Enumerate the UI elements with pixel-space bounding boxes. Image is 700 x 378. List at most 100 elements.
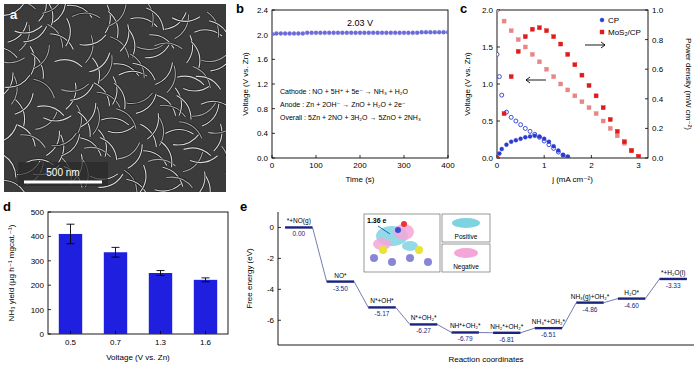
tick	[48, 260, 51, 261]
flake-shadow	[154, 43, 182, 49]
data-point	[274, 31, 278, 35]
tick	[48, 285, 51, 286]
flake-shadow	[192, 102, 216, 116]
tick	[497, 121, 500, 122]
flake	[190, 156, 218, 163]
flake	[211, 54, 226, 71]
flake-shadow	[77, 105, 82, 133]
tick-label: 100	[309, 161, 323, 170]
flake	[15, 93, 33, 114]
flake-shadow	[100, 138, 117, 160]
legend-label: CP	[608, 16, 619, 25]
atom	[370, 254, 378, 262]
sem-texture	[4, 4, 226, 192]
data-point	[349, 31, 353, 35]
energy-level	[368, 306, 395, 308]
legend-marker	[600, 18, 604, 22]
tick-label: 400	[31, 232, 45, 241]
flake-shadow	[19, 25, 30, 51]
plot-data	[59, 224, 217, 334]
error-cap	[112, 247, 120, 248]
data-point	[629, 149, 633, 153]
flake-shadow	[114, 83, 125, 109]
data-label: 0.00	[292, 230, 305, 237]
axis-title: Free energy (eV)	[245, 248, 254, 309]
flake	[20, 135, 45, 148]
plot-frame	[272, 10, 448, 158]
data-label: -3.33	[666, 282, 681, 289]
state-label: NH₂*+OH₂*	[490, 323, 524, 330]
flake	[209, 21, 226, 40]
flake-shadow	[117, 142, 140, 158]
data-point	[519, 123, 523, 127]
flake	[19, 25, 30, 51]
flake	[43, 116, 71, 121]
flake-shadow	[179, 122, 202, 138]
data-point	[561, 153, 565, 157]
data-point	[310, 31, 314, 35]
panel-energy: 0-2-4-6Reaction coordinatesFree energy (…	[240, 199, 694, 364]
flake-shadow	[66, 18, 71, 46]
flake-shadow	[190, 156, 218, 163]
data-point	[523, 126, 527, 130]
data-point	[305, 31, 309, 35]
flake	[113, 76, 117, 104]
flake	[117, 142, 140, 158]
panel-letter: b	[236, 1, 244, 16]
connector	[645, 279, 659, 299]
scale-label: 500 nm	[46, 167, 79, 178]
data-point	[537, 26, 541, 30]
data-point	[500, 147, 504, 151]
flake	[46, 131, 59, 156]
error-cap	[157, 270, 165, 271]
data-point	[502, 112, 506, 116]
flake	[140, 165, 146, 192]
flake-shadow	[145, 44, 169, 58]
flake-shadow	[155, 183, 182, 191]
tick-label: 0.5	[482, 117, 494, 126]
annotation: Overall : 5Zn + 2NO + 3H₂O → 5ZnO + 2NH₃	[280, 114, 421, 121]
flake-shadow	[166, 177, 192, 188]
flake-shadow	[133, 63, 155, 80]
flake-shadow	[126, 93, 152, 104]
flake	[42, 4, 63, 13]
tick	[272, 59, 275, 60]
flake-shadow	[15, 93, 33, 114]
inset-arrow	[378, 226, 390, 234]
flake-shadow	[183, 85, 211, 91]
flake	[177, 95, 191, 119]
flake	[70, 84, 93, 100]
flake	[175, 88, 181, 116]
data-label: -4.86	[583, 306, 598, 313]
error-stem	[205, 278, 206, 282]
flake-shadow	[143, 151, 167, 166]
data-point	[629, 149, 633, 153]
error-cap	[67, 224, 75, 225]
flake-shadow	[4, 125, 17, 143]
flake	[89, 53, 109, 72]
axis-arrow	[585, 42, 605, 48]
atom	[406, 254, 414, 262]
error-bar	[202, 278, 210, 282]
data-point	[601, 106, 605, 110]
flake-shadow	[201, 101, 226, 106]
atom	[388, 258, 396, 266]
axis-title: j (mA cm⁻²)	[551, 175, 593, 184]
tick	[272, 10, 275, 11]
flake	[51, 133, 76, 146]
flake-shadow	[120, 24, 129, 51]
tick-label: 3	[636, 161, 641, 170]
panel-letter: a	[10, 7, 18, 22]
flake-shadow	[70, 84, 93, 100]
tick	[272, 155, 273, 158]
tick-label: 1.0	[482, 80, 494, 89]
flake	[67, 5, 92, 17]
tick-label: 1.0	[652, 6, 664, 15]
tick	[48, 212, 51, 213]
flake-shadow	[46, 131, 59, 156]
data-point	[559, 42, 563, 46]
flake-shadow	[140, 165, 146, 192]
tick	[360, 155, 361, 158]
data-point	[327, 31, 331, 35]
flake-shadow	[108, 4, 126, 26]
